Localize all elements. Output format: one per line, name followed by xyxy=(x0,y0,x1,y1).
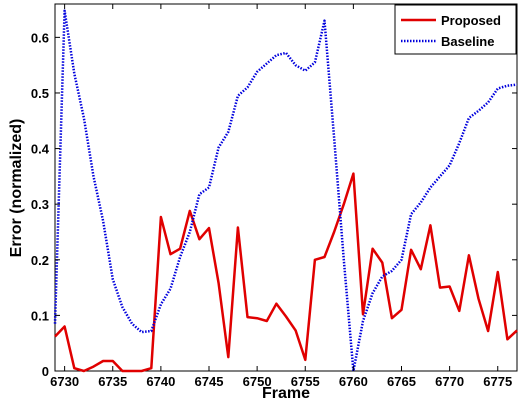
x-axis-label: Frame xyxy=(262,385,310,402)
x-tick-label: 6740 xyxy=(146,374,175,389)
x-tick-label: 6750 xyxy=(243,374,272,389)
y-tick-label: 0.5 xyxy=(31,86,49,101)
legend: Proposed Baseline xyxy=(394,4,517,55)
legend-label-baseline: Baseline xyxy=(441,34,494,49)
x-tick-label: 6755 xyxy=(291,374,320,389)
y-tick-label: 0.2 xyxy=(31,253,49,268)
x-tick-label: 6765 xyxy=(387,374,416,389)
x-tick-label: 6730 xyxy=(50,374,79,389)
x-tick-label: 6770 xyxy=(435,374,464,389)
x-tick-label: 6775 xyxy=(483,374,512,389)
x-tick-label: 6760 xyxy=(339,374,368,389)
y-tick-label: 0 xyxy=(42,364,49,379)
y-tick-label: 0.3 xyxy=(31,197,49,212)
plot-area xyxy=(54,3,518,372)
series-line-proposed xyxy=(54,172,518,373)
series-layer xyxy=(53,9,518,373)
y-tick-label: 0.1 xyxy=(31,308,49,323)
legend-label-proposed: Proposed xyxy=(441,13,501,28)
y-tick-label: 0.6 xyxy=(31,30,49,45)
legend-box xyxy=(394,4,517,55)
y-axis-label: Error (normalized) xyxy=(8,119,25,258)
x-tick-label: 6735 xyxy=(98,374,127,389)
y-tick-label: 0.4 xyxy=(31,142,50,157)
tick-layer: 6730 6735 6740 6745 6750 6755 6760 6765 6770 6775… xyxy=(31,4,517,389)
x-tick-label: 6745 xyxy=(195,374,224,389)
